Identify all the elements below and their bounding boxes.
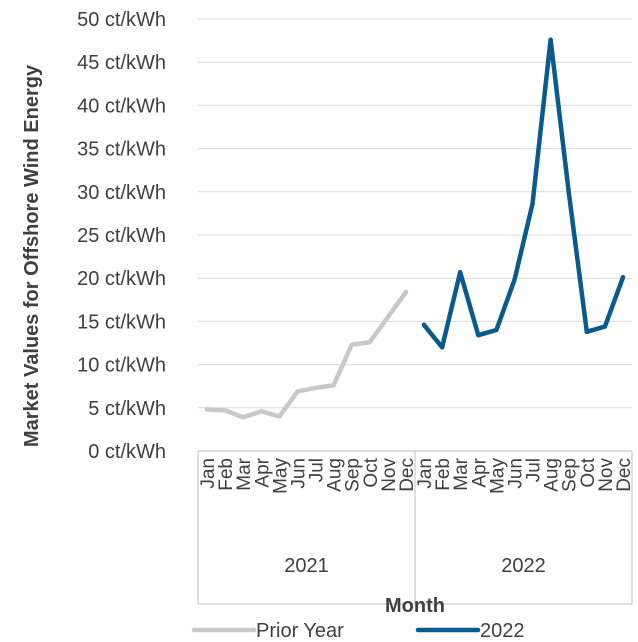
month-label: Jun (288, 458, 309, 489)
month-label: Dec (614, 458, 635, 492)
data-point (367, 339, 372, 345)
month-label: Apr (469, 457, 490, 487)
month-label: Jun (505, 458, 526, 489)
month-label: May (487, 458, 508, 494)
legend-label: 2022 (480, 620, 525, 642)
month-label: Apr (252, 457, 273, 487)
data-point (241, 415, 246, 420)
y-tick-label: 15 ct/kWh (77, 311, 166, 333)
month-label: Jul (524, 458, 545, 482)
year-labels: 2021 2022 (284, 555, 546, 577)
year-label: 2022 (501, 555, 546, 577)
series-line (421, 37, 626, 350)
y-tick-label: 30 ct/kWh (77, 182, 166, 204)
y-tick-label: 50 ct/kWh (77, 9, 166, 31)
year-label: 2021 (284, 555, 329, 577)
y-tick-label: 35 ct/kWh (77, 139, 166, 161)
data-point (458, 269, 463, 275)
data-point (494, 327, 499, 333)
data-point (584, 329, 589, 334)
y-tick-label: 40 ct/kWh (77, 95, 166, 117)
month-label: Jan (415, 458, 436, 489)
month-label: Mar (234, 457, 255, 490)
month-label: Mar (451, 457, 472, 490)
y-axis-title: Market Values for Offshore Wind Energy (21, 64, 43, 447)
month-labels: JanFebMarAprMayJunJulAugSepOctNovDecJanF… (198, 457, 635, 494)
data-point (385, 314, 391, 320)
data-point (566, 189, 571, 194)
y-tick-label: 5 ct/kWh (88, 398, 166, 420)
data-point (602, 324, 608, 329)
legend-label: Prior Year (256, 620, 344, 642)
month-label: Jan (198, 458, 219, 489)
month-label: Feb (433, 458, 454, 491)
data-point (331, 383, 336, 388)
data-point (313, 385, 318, 391)
data-point (548, 37, 553, 42)
data-point (222, 408, 228, 413)
data-point (295, 389, 300, 394)
data-point (403, 289, 409, 295)
month-label: Dec (397, 458, 418, 492)
series-line (204, 289, 409, 420)
month-label: Sep (560, 458, 581, 492)
data-point (620, 275, 626, 280)
category-axis (197, 450, 633, 605)
data-point (277, 414, 282, 419)
series-lines (204, 37, 626, 420)
data-point (439, 345, 445, 350)
month-label: Aug (542, 458, 563, 492)
y-tick-label: 45 ct/kWh (77, 52, 166, 74)
data-point (204, 407, 210, 412)
data-point (259, 409, 264, 414)
data-point (530, 201, 535, 207)
y-tick-label: 10 ct/kWh (77, 355, 166, 377)
month-label: Oct (361, 457, 382, 487)
data-point (349, 342, 354, 347)
month-label: Sep (343, 458, 364, 492)
y-tick-label: 25 ct/kWh (77, 225, 166, 247)
month-label: Oct (578, 457, 599, 487)
legend: Prior Year 2022 (191, 620, 525, 642)
month-label: Jul (307, 458, 328, 482)
y-tick-label: 0 ct/kWh (88, 441, 166, 463)
month-label: Feb (216, 458, 237, 491)
y-axis-ticks: 0 ct/kWh 5 ct/kWh 10 ct/kWh 15 ct/kWh 20 ct/… (77, 9, 166, 463)
month-label: Nov (379, 458, 400, 492)
data-point (512, 277, 517, 283)
x-axis-title: Month (385, 595, 445, 617)
gridlines (198, 18, 632, 409)
month-label: May (270, 458, 291, 494)
data-point (476, 333, 481, 338)
month-label: Nov (596, 458, 617, 492)
y-tick-label: 20 ct/kWh (77, 268, 166, 290)
month-label: Aug (325, 458, 346, 492)
data-point (421, 322, 427, 328)
